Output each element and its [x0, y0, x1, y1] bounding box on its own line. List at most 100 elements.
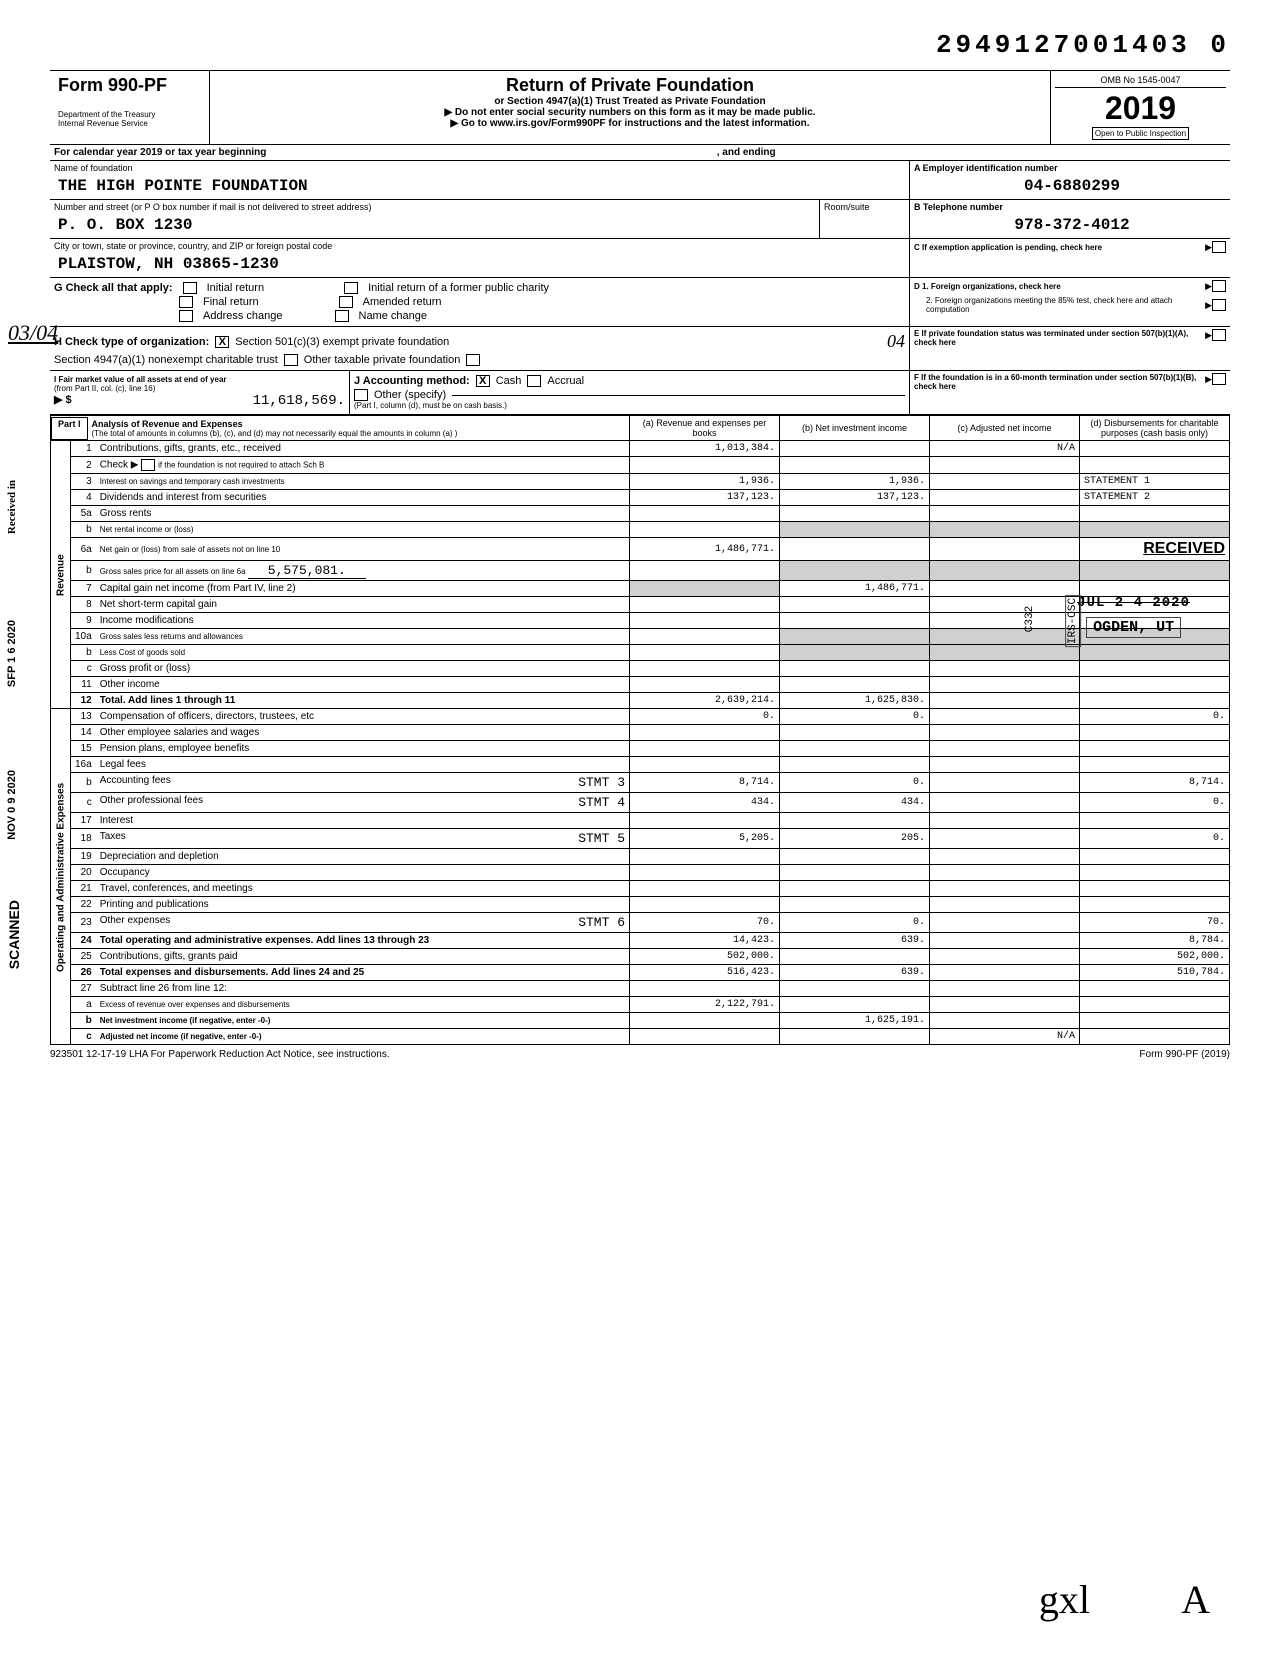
dept: Department of the Treasury [58, 110, 201, 119]
cell-c [930, 933, 1080, 949]
cell-c [930, 693, 1080, 709]
cell-b: 639. [780, 965, 930, 981]
cal-mid: , and ending [717, 147, 776, 158]
cell-b [780, 997, 930, 1013]
h-e-row: H Check type of organization: X Section … [50, 327, 1230, 371]
cell-d [1080, 561, 1230, 581]
cell-d [1080, 741, 1230, 757]
h-4947-checkbox[interactable] [284, 354, 298, 366]
e-checkbox[interactable] [1212, 329, 1226, 341]
cell-c [930, 865, 1080, 881]
table-row: cOther professional feesSTMT 4434.434.0. [51, 793, 1230, 813]
d2-checkbox[interactable] [1212, 299, 1226, 311]
scan-number: 2949127001403 0 [50, 30, 1230, 60]
cell-d [1080, 645, 1230, 661]
j-accrual-checkbox[interactable] [527, 375, 541, 387]
line-number: a [71, 997, 96, 1013]
f-label: F If the foundation is in a 60-month ter… [914, 373, 1203, 412]
cell-a: 14,423. [630, 933, 780, 949]
cell-a [630, 725, 780, 741]
line-label: Interest [96, 813, 630, 829]
cell-b [780, 522, 930, 538]
table-row: 10aGross sales less returns and allowanc… [51, 629, 1230, 645]
calendar-row: For calendar year 2019 or tax year begin… [50, 145, 1230, 161]
table-row: 5aGross rents [51, 506, 1230, 522]
cell-b [780, 677, 930, 693]
margin-received: Received in [6, 480, 18, 534]
h-501c3-checkbox[interactable]: X [215, 336, 229, 348]
table-row: 12Total. Add lines 1 through 112,639,214… [51, 693, 1230, 709]
cell-b [780, 849, 930, 865]
cell-a [630, 881, 780, 897]
cell-d [1080, 1013, 1230, 1029]
i-value: 11,618,569. [72, 393, 345, 409]
i-dollar: ▶ $ [54, 393, 72, 409]
cell-c [930, 522, 1080, 538]
line-number: b [71, 773, 96, 793]
h-label: H Check type of organization: [54, 336, 209, 348]
g-amended-checkbox[interactable] [339, 296, 353, 308]
cell-c [930, 829, 1080, 849]
line-label: Gross profit or (loss) [96, 661, 630, 677]
line-number: 4 [71, 490, 96, 506]
cell-a: 516,423. [630, 965, 780, 981]
cell-d [1080, 506, 1230, 522]
cell-b: 137,123. [780, 490, 930, 506]
room-label: Room/suite [820, 200, 909, 214]
j-other-checkbox[interactable] [354, 389, 368, 401]
cell-c [930, 506, 1080, 522]
c-checkbox[interactable] [1212, 241, 1226, 253]
cell-a: 8,714. [630, 773, 780, 793]
f-checkbox[interactable] [1212, 373, 1226, 385]
cell-c [930, 613, 1080, 629]
margin-sfp: SFP 1 6 2020 [6, 620, 18, 687]
cell-a [630, 849, 780, 865]
line-number: 9 [71, 613, 96, 629]
line-label: Contributions, gifts, grants paid [96, 949, 630, 965]
table-row: 18TaxesSTMT 55,205.205.0. [51, 829, 1230, 849]
arrow-icon [1203, 299, 1212, 311]
cell-b: 1,625,191. [780, 1013, 930, 1029]
i-label: I Fair market value of all assets at end… [54, 375, 345, 384]
cell-a: 434. [630, 793, 780, 813]
cell-c [930, 949, 1080, 965]
j-cash-checkbox[interactable]: X [476, 375, 490, 387]
line-number: 20 [71, 865, 96, 881]
h-opt3: Other taxable private foundation [304, 354, 461, 366]
cell-b: 639. [780, 933, 930, 949]
j-note: (Part I, column (d), must be on cash bas… [354, 401, 905, 410]
cell-a [630, 506, 780, 522]
g-address-checkbox[interactable] [179, 310, 193, 322]
line-number: 25 [71, 949, 96, 965]
g-initial-former-checkbox[interactable] [344, 282, 358, 294]
footer-right: Form 990-PF (2019) [1139, 1049, 1230, 1060]
cell-b [780, 613, 930, 629]
g-namechange-checkbox[interactable] [335, 310, 349, 322]
line-label: Capital gain net income (from Part IV, l… [96, 581, 630, 597]
h-opt1: Section 501(c)(3) exempt private foundat… [235, 336, 449, 348]
col-d-header: (d) Disbursements for charitable purpose… [1080, 416, 1230, 441]
cell-b [780, 661, 930, 677]
line-number: c [71, 793, 96, 813]
cell-c [930, 757, 1080, 773]
cell-d [1080, 661, 1230, 677]
h-other-checkbox[interactable] [466, 354, 480, 366]
line-number: c [71, 1029, 96, 1045]
cell-c [930, 677, 1080, 693]
cell-b: 0. [780, 913, 930, 933]
cell-b: 0. [780, 709, 930, 725]
i-from: (from Part II, col. (c), line 16) [54, 384, 345, 393]
table-row: 26Total expenses and disbursements. Add … [51, 965, 1230, 981]
line-label: Excess of revenue over expenses and disb… [96, 997, 630, 1013]
cell-d: 502,000. [1080, 949, 1230, 965]
cell-b: 205. [780, 829, 930, 849]
line-label: Check ▶ if the foundation is not require… [96, 457, 630, 474]
cell-b [780, 538, 930, 561]
cell-c [930, 709, 1080, 725]
table-row: 15Pension plans, employee benefits [51, 741, 1230, 757]
e-label: E If private foundation status was termi… [914, 329, 1203, 368]
d1-checkbox[interactable] [1212, 280, 1226, 292]
col-b-header: (b) Net investment income [780, 416, 930, 441]
g-final-checkbox[interactable] [179, 296, 193, 308]
g-initial-checkbox[interactable] [183, 282, 197, 294]
